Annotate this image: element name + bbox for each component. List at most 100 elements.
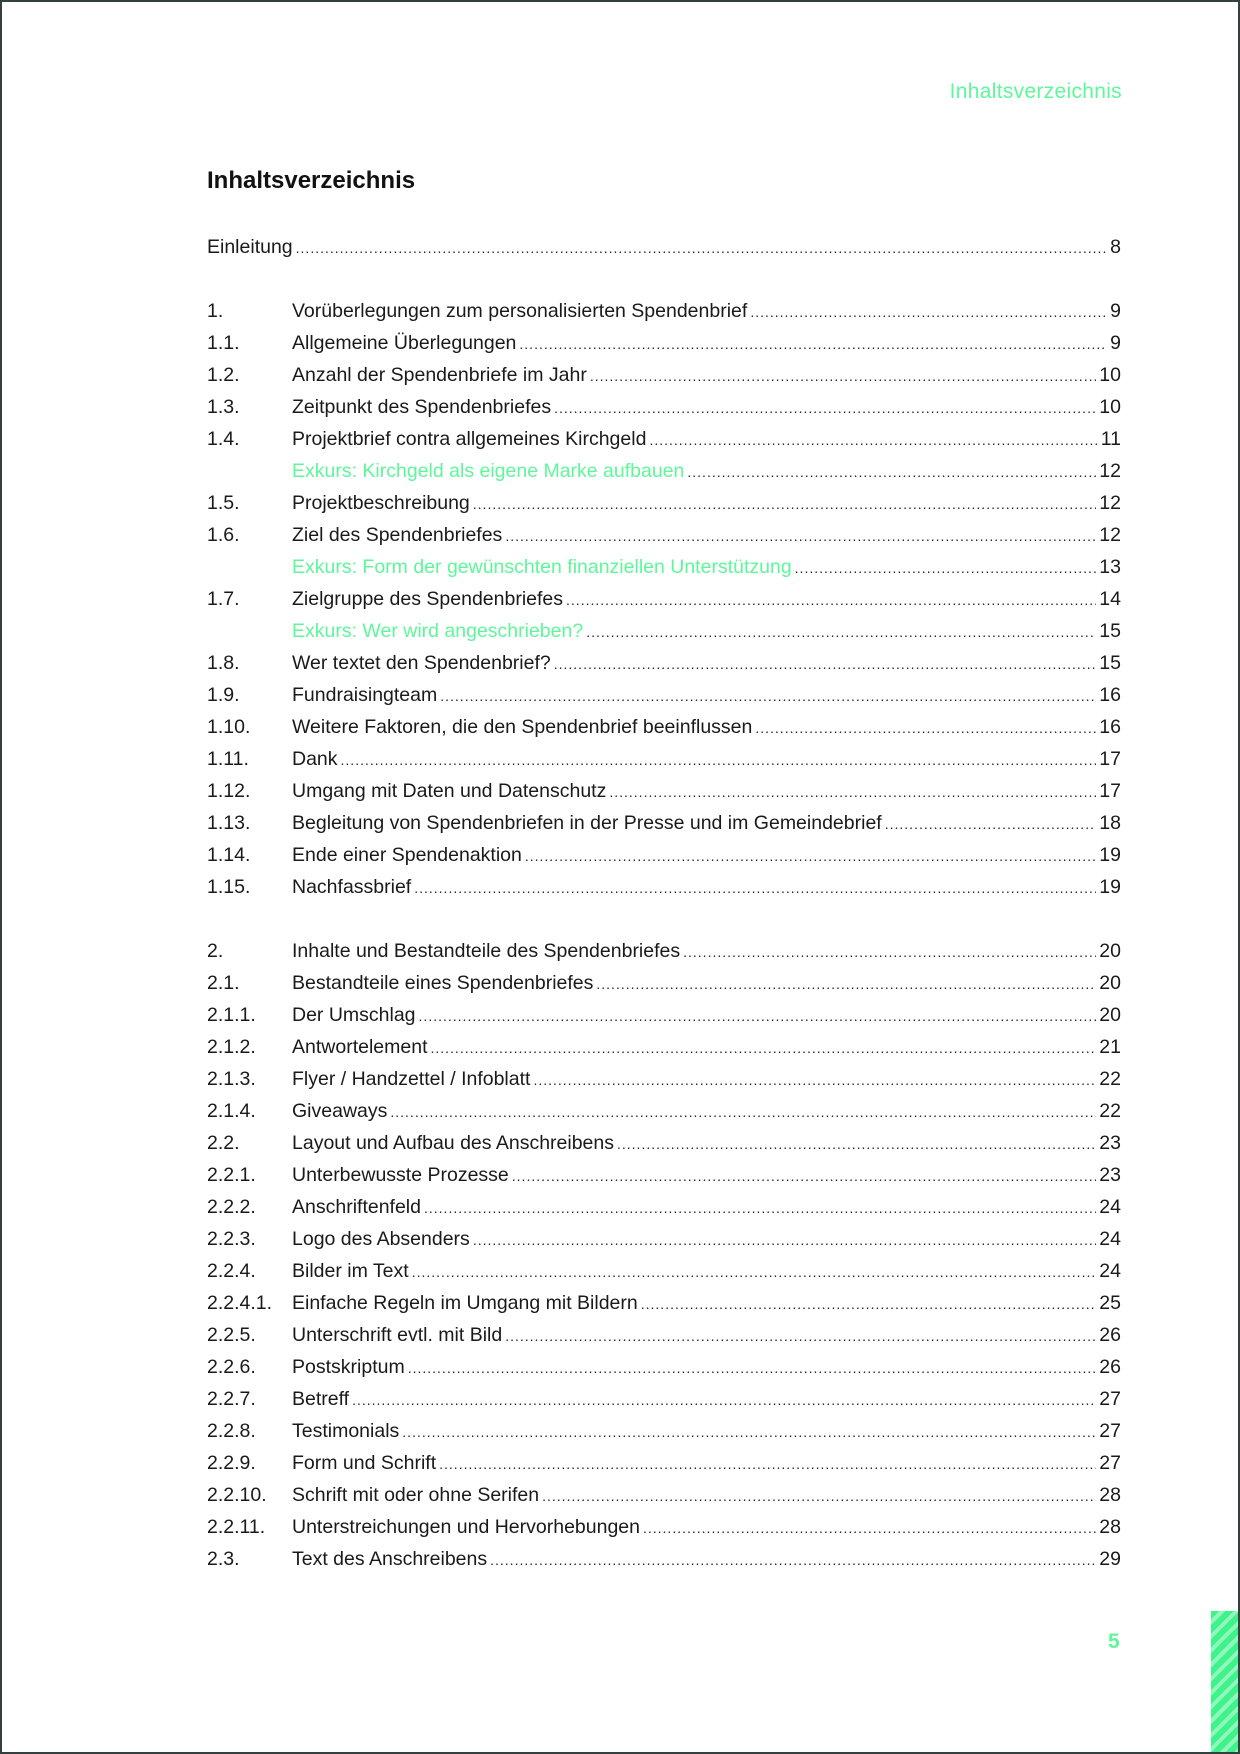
toc-entry-number: 1.4. <box>207 428 240 450</box>
toc-entry[interactable]: 2.2.9. Form und Schrift 27 <box>207 1447 1121 1479</box>
toc-entry-title: Projektbeschreibung <box>292 492 470 514</box>
toc-entry[interactable]: 2.2.8. Testimonials 27 <box>207 1415 1121 1447</box>
toc-entry-number: 2. <box>207 940 224 962</box>
toc-entry-page: 10 <box>1099 396 1121 418</box>
toc-entry-number: 1. <box>207 300 224 322</box>
toc-entry[interactable]: 1.1. Allgemeine Überlegungen 9 <box>207 327 1121 359</box>
decorative-stripe <box>1211 1611 1238 1752</box>
toc-entry[interactable]: 2.2.11. Unterstreichungen und Hervorhebun… <box>207 1511 1121 1543</box>
toc-entry-page: 28 <box>1099 1484 1121 1506</box>
toc-entry[interactable]: 1.8. Wer textet den Spendenbrief? 15 <box>207 647 1121 679</box>
toc-excursus-entry[interactable]: Exkurs: Wer wird angeschrieben? 15 <box>207 615 1121 647</box>
toc-entry[interactable]: 2.1.2. Antwortelement 21 <box>207 1031 1121 1063</box>
toc-entry-page: 24 <box>1099 1196 1121 1218</box>
toc-entry-page: 24 <box>1099 1260 1121 1282</box>
toc-entry[interactable]: 2.2.10. Schrift mit oder ohne Serifen 28 <box>207 1479 1121 1511</box>
toc-entry[interactable]: 2.1. Bestandteile eines Spendenbriefes 20 <box>207 967 1121 999</box>
toc-entry-title: Inhalte und Bestandteile des Spendenbrie… <box>292 940 681 962</box>
dot-leader <box>609 776 1096 808</box>
toc-entry-number: 2.3. <box>207 1548 240 1570</box>
toc-entry-number: 1.5. <box>207 492 240 514</box>
toc-entry-title: Vorüberlegungen zum personalisierten Spe… <box>292 300 748 322</box>
toc-entry[interactable]: 1.10. Weitere Faktoren, die den Spendenbr… <box>207 711 1121 743</box>
toc-entry[interactable]: 1.7. Zielgruppe des Spendenbriefes 14 <box>207 583 1121 615</box>
toc-entry-page: 22 <box>1099 1100 1121 1122</box>
toc-entry-title: Exkurs: Wer wird angeschrieben? <box>292 620 584 642</box>
toc-entry[interactable]: 1.3. Zeitpunkt des Spendenbriefes 10 <box>207 391 1121 423</box>
toc-entry[interactable]: 2.2. Layout und Aufbau des Anschreibens 23 <box>207 1127 1121 1159</box>
running-head: Inhaltsverzeichnis <box>949 80 1122 103</box>
dot-leader <box>554 392 1096 424</box>
toc-entry[interactable]: 1.14. Ende einer Spendenaktion 19 <box>207 839 1121 871</box>
toc-entry-page: 27 <box>1099 1420 1121 1442</box>
toc-entry-number: 1.1. <box>207 332 240 354</box>
toc-entry[interactable]: 2.2.1. Unterbewusste Prozesse 23 <box>207 1159 1121 1191</box>
toc-entry-title: Logo des Absenders <box>292 1228 470 1250</box>
toc-excursus-entry[interactable]: Exkurs: Kirchgeld als eigene Marke aufba… <box>207 455 1121 487</box>
toc-entry-title: Zeitpunkt des Spendenbriefes <box>292 396 552 418</box>
toc-entry-title: Text des Anschreibens <box>292 1548 488 1570</box>
toc-entry-title: Zielgruppe des Spendenbriefes <box>292 588 564 610</box>
toc-entry[interactable]: 2. Inhalte und Bestandteile des Spendenbr… <box>207 935 1121 967</box>
toc-entry[interactable]: 2.2.7. Betreff 27 <box>207 1383 1121 1415</box>
toc-entry[interactable]: 1. Vorüberlegungen zum personalisierten S… <box>207 295 1121 327</box>
toc-entry-number: 2.1.2. <box>207 1036 256 1058</box>
dot-leader <box>430 1032 1096 1064</box>
toc-entry-page: 29 <box>1099 1548 1121 1570</box>
toc-entry-number: 2.2.6. <box>207 1356 256 1378</box>
toc-entry[interactable]: 2.2.3. Logo des Absenders 24 <box>207 1223 1121 1255</box>
toc-entry-title: Anschriftenfeld <box>292 1196 421 1218</box>
toc-entry[interactable]: 1.2. Anzahl der Spendenbriefe im Jahr 10 <box>207 359 1121 391</box>
toc-entry-title: Begleitung von Spendenbriefen in der Pre… <box>292 812 882 834</box>
toc-entry[interactable]: 2.2.2. Anschriftenfeld 24 <box>207 1191 1121 1223</box>
toc-entry[interactable]: 1.9. Fundraisingteam 16 <box>207 679 1121 711</box>
toc-entry-page: 16 <box>1099 716 1121 738</box>
toc-entry-title: Einfache Regeln im Umgang mit Bildern <box>292 1292 638 1314</box>
dot-leader <box>525 840 1096 872</box>
toc-entry-page: 10 <box>1099 364 1121 386</box>
toc-entry-title: Anzahl der Spendenbriefe im Jahr <box>292 364 587 386</box>
toc-entry[interactable]: 2.2.6. Postskriptum 26 <box>207 1351 1121 1383</box>
toc-entry-page: 21 <box>1099 1036 1121 1058</box>
toc-entry[interactable]: 1.12. Umgang mit Daten und Datenschutz 17 <box>207 775 1121 807</box>
toc-entry-page: 15 <box>1099 652 1121 674</box>
toc-entry[interactable]: 1.5. Projektbeschreibung 12 <box>207 487 1121 519</box>
toc-entry-number: 1.3. <box>207 396 240 418</box>
dot-leader <box>519 328 1106 360</box>
toc-entry[interactable]: 2.3. Text des Anschreibens 29 <box>207 1543 1121 1575</box>
toc-entry-title: Ziel des Spendenbriefes <box>292 524 503 546</box>
dot-leader <box>643 1512 1096 1544</box>
toc-entry[interactable]: 1.11. Dank 17 <box>207 743 1121 775</box>
dot-leader <box>683 936 1096 968</box>
toc-entry[interactable]: 2.2.4.1. Einfache Regeln im Umgang mit Bi… <box>207 1287 1121 1319</box>
toc-entry[interactable]: Einleitung 8 <box>207 231 1121 263</box>
toc-entry[interactable]: 1.4. Projektbrief contra allgemeines Kirc… <box>207 423 1121 455</box>
dot-leader <box>596 968 1096 1000</box>
toc-entry-number: 2.2.1. <box>207 1164 256 1186</box>
dot-leader <box>473 488 1097 520</box>
toc-entry[interactable]: 2.1.1. Der Umschlag 20 <box>207 999 1121 1031</box>
toc-entry-page: 27 <box>1099 1388 1121 1410</box>
toc-entry-page: 23 <box>1099 1164 1121 1186</box>
toc-entry[interactable]: 1.6. Ziel des Spendenbriefes 12 <box>207 519 1121 551</box>
toc-entry-title: Betreff <box>292 1388 350 1410</box>
toc-entry-title: Layout und Aufbau des Anschreibens <box>292 1132 614 1154</box>
toc-entry[interactable]: 2.1.3. Flyer / Handzettel / Infoblatt 22 <box>207 1063 1121 1095</box>
toc-entry-number: 1.15. <box>207 876 251 898</box>
toc-entry[interactable]: 1.13. Begleitung von Spendenbriefen in de… <box>207 807 1121 839</box>
toc-excursus-entry[interactable]: Exkurs: Form der gewünschten finanzielle… <box>207 551 1121 583</box>
toc-entry-title: Postskriptum <box>292 1356 405 1378</box>
toc-entry-number: 2.1. <box>207 972 240 994</box>
toc-entry-title: Projektbrief contra allgemeines Kirchgel… <box>292 428 647 450</box>
toc-entry-page: 13 <box>1099 556 1121 578</box>
dot-leader <box>641 1288 1097 1320</box>
toc-entry[interactable]: 1.15. Nachfassbrief 19 <box>207 871 1121 903</box>
toc-entry-number: 1.10. <box>207 716 251 738</box>
toc-entry[interactable]: 2.2.4. Bilder im Text 24 <box>207 1255 1121 1287</box>
dot-leader <box>419 1000 1097 1032</box>
toc-entry-number: 2.2.10. <box>207 1484 267 1506</box>
toc-entry[interactable]: 2.1.4. Giveaways 22 <box>207 1095 1121 1127</box>
toc-entry-page: 25 <box>1099 1292 1121 1314</box>
toc-entry-page: 20 <box>1099 972 1121 994</box>
toc-entry[interactable]: 2.2.5. Unterschrift evtl. mit Bild 26 <box>207 1319 1121 1351</box>
